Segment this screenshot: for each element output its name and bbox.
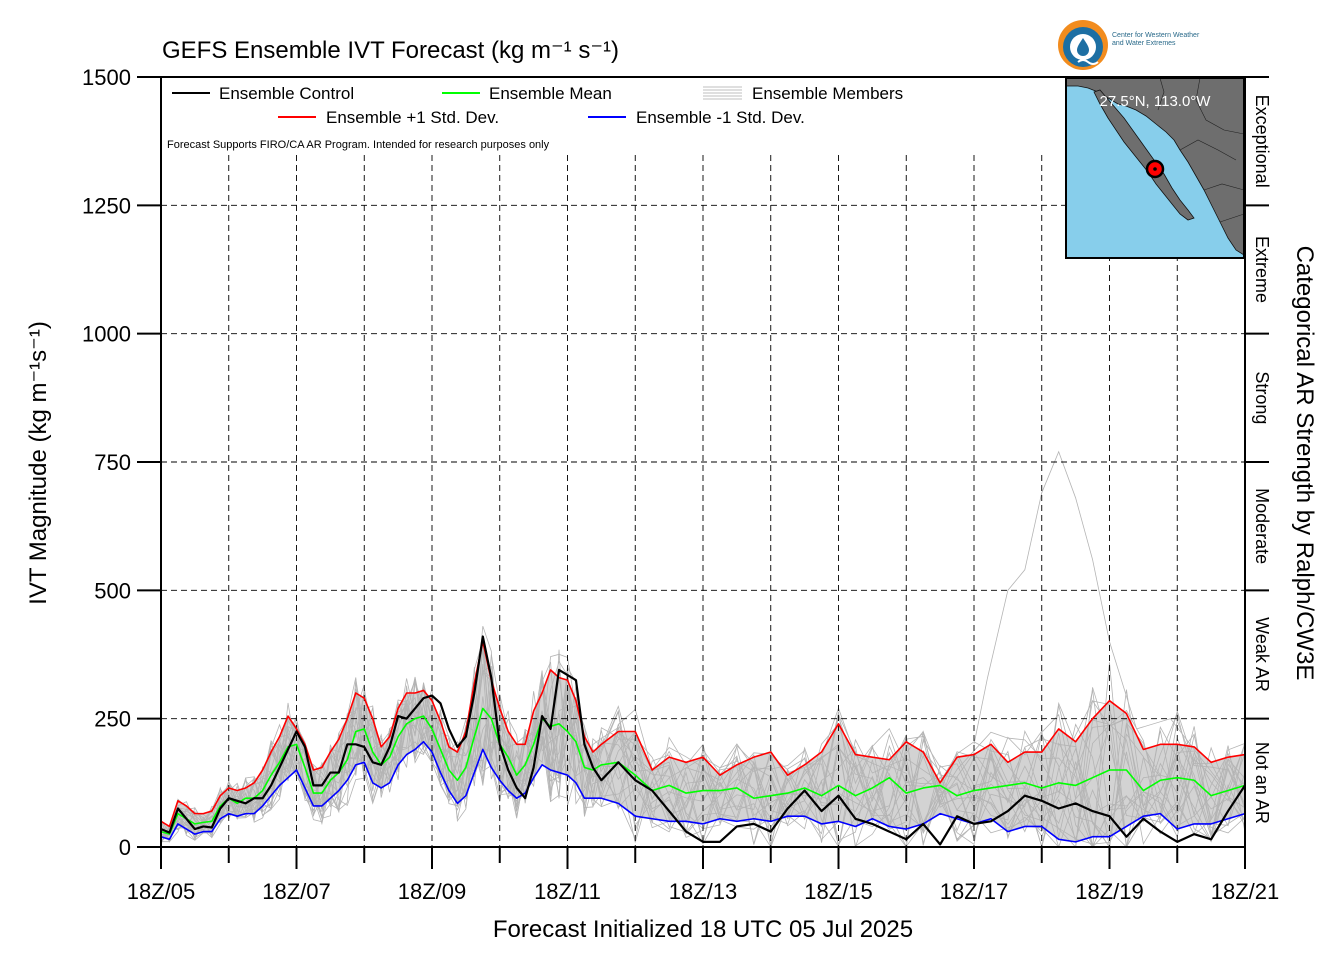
y-tick-label: 500 xyxy=(94,578,131,603)
grid-lines xyxy=(161,155,1245,847)
inset-location-label: 27.5°N, 113.0°W xyxy=(1100,93,1212,110)
plus-std-line xyxy=(160,640,1246,828)
category-label: Not an AR xyxy=(1252,742,1272,824)
y-tick-label: 250 xyxy=(94,707,131,732)
category-label: Weak AR xyxy=(1252,617,1272,692)
series-lines xyxy=(160,635,1246,846)
x-tick-label: 18Z/19 xyxy=(1075,879,1144,904)
member-line xyxy=(160,665,1246,848)
location-marker-center xyxy=(1153,167,1157,171)
x-tick-label: 18Z/05 xyxy=(127,879,196,904)
legend-label-plus-std: Ensemble +1 Std. Dev. xyxy=(326,108,499,127)
disclaimer-note: Forecast Supports FIRO/CA AR Program. In… xyxy=(167,139,550,151)
legend-swatch-members xyxy=(703,86,742,100)
y-tick-label: 1500 xyxy=(82,65,131,90)
cw3e-logo: Center for Western Weather and Water Extr… xyxy=(1056,18,1246,72)
x-tick-label: 18Z/11 xyxy=(534,879,601,904)
minus-std-line xyxy=(160,740,1246,843)
x-tick-label: 18Z/21 xyxy=(1211,879,1280,904)
legend-label-control: Ensemble Control xyxy=(219,84,354,103)
member-line xyxy=(160,660,1246,849)
x-tick-label: 18Z/09 xyxy=(398,879,467,904)
legend: Ensemble Control Ensemble Mean Ensemble … xyxy=(167,84,903,151)
y-tick-label: 750 xyxy=(94,450,131,475)
cw3e-logo-text: Center for Western Weather and Water Extr… xyxy=(1112,32,1200,47)
ar-category-axis: Not an AR Weak AR Moderate Strong Extreme Exc… xyxy=(1245,76,1272,824)
control-line xyxy=(160,635,1246,846)
x-tick-label: 18Z/07 xyxy=(262,879,331,904)
x-axis: 18Z/05 18Z/07 18Z/09 18Z/11 18Z/13 18Z/15 18Z/… xyxy=(127,847,1280,904)
inset-frame xyxy=(1065,77,1245,259)
member-line xyxy=(973,450,1219,781)
legend-label-minus-std: Ensemble -1 Std. Dev. xyxy=(636,108,805,127)
category-label: Extreme xyxy=(1252,236,1272,303)
y-axis: 0 250 500 750 1000 1250 1500 xyxy=(82,65,161,860)
x-tick-label: 18Z/17 xyxy=(940,879,1009,904)
member-line xyxy=(160,649,1246,848)
cw3e-logo-icon xyxy=(1058,20,1108,70)
chart-title: GEFS Ensemble IVT Forecast (kg m⁻¹ s⁻¹) xyxy=(162,37,619,64)
right-axis-title: Categorical AR Strength by Ralph/CW3E xyxy=(1291,246,1318,681)
category-label: Moderate xyxy=(1252,488,1272,564)
y-tick-label: 1250 xyxy=(82,193,131,218)
category-label: Strong xyxy=(1252,371,1272,424)
y-tick-label: 0 xyxy=(119,835,131,860)
ensemble-members xyxy=(160,450,1246,849)
x-tick-label: 18Z/13 xyxy=(669,879,738,904)
state-borders xyxy=(1157,77,1245,223)
baja-peninsula-shape xyxy=(1093,89,1195,221)
member-line xyxy=(160,677,1246,849)
y-axis-title: IVT Magnitude (kg m⁻¹s⁻¹) xyxy=(25,321,52,605)
inset-map: 27.5°N, 113.0°W xyxy=(1065,77,1245,259)
member-line xyxy=(160,661,1246,848)
legend-label-members: Ensemble Members xyxy=(752,84,903,103)
legend-label-mean: Ensemble Mean xyxy=(489,84,612,103)
category-label: Exceptional xyxy=(1252,95,1272,188)
x-tick-label: 18Z/15 xyxy=(804,879,873,904)
y-tick-label: 1000 xyxy=(82,322,131,347)
x-axis-title: Forecast Initialized 18 UTC 05 Jul 2025 xyxy=(493,916,913,943)
